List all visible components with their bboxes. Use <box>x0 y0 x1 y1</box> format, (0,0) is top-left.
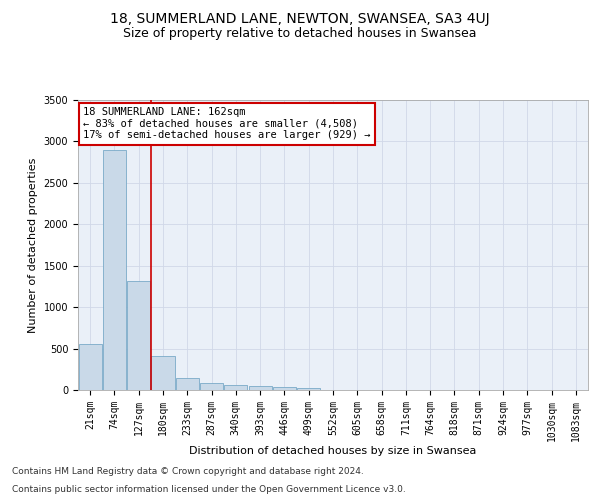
Bar <box>176 378 199 390</box>
Bar <box>297 388 320 390</box>
Text: Contains public sector information licensed under the Open Government Licence v3: Contains public sector information licen… <box>12 485 406 494</box>
Bar <box>224 386 247 390</box>
Bar <box>248 386 272 390</box>
X-axis label: Distribution of detached houses by size in Swansea: Distribution of detached houses by size … <box>190 446 476 456</box>
Bar <box>127 280 150 390</box>
Text: 18, SUMMERLAND LANE, NEWTON, SWANSEA, SA3 4UJ: 18, SUMMERLAND LANE, NEWTON, SWANSEA, SA… <box>110 12 490 26</box>
Bar <box>103 150 126 390</box>
Bar <box>200 384 223 390</box>
Bar <box>273 387 296 390</box>
Bar <box>79 344 101 390</box>
Bar <box>151 356 175 390</box>
Text: Contains HM Land Registry data © Crown copyright and database right 2024.: Contains HM Land Registry data © Crown c… <box>12 467 364 476</box>
Text: Size of property relative to detached houses in Swansea: Size of property relative to detached ho… <box>123 28 477 40</box>
Y-axis label: Number of detached properties: Number of detached properties <box>28 158 38 332</box>
Text: 18 SUMMERLAND LANE: 162sqm
← 83% of detached houses are smaller (4,508)
17% of s: 18 SUMMERLAND LANE: 162sqm ← 83% of deta… <box>83 108 371 140</box>
